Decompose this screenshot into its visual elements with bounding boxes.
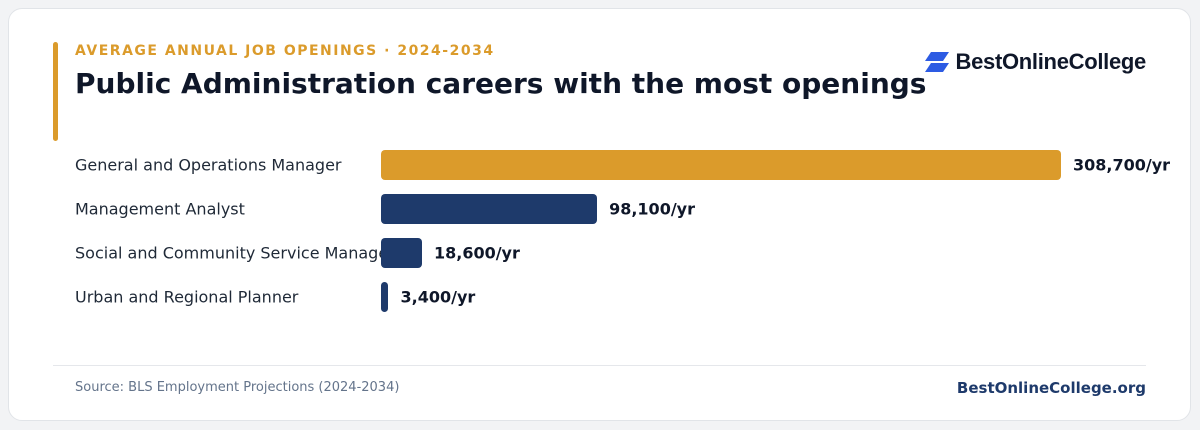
accent-bar	[53, 42, 58, 141]
chart-card: AVERAGE ANNUAL JOB OPENINGS · 2024-2034 …	[8, 8, 1191, 421]
category-label: Social and Community Service Manager	[75, 243, 395, 263]
brand-name: BestOnlineCollege	[955, 49, 1147, 74]
value-label: 3,400/yr	[400, 287, 476, 307]
value-label: 308,700/yr	[1073, 155, 1171, 175]
category-label: Management Analyst	[75, 199, 245, 219]
footer-divider	[53, 365, 1146, 366]
category-label: Urban and Regional Planner	[75, 287, 299, 307]
category-label: General and Operations Manager	[75, 155, 342, 175]
brand-logo-icon	[924, 52, 949, 72]
value-label: 98,100/yr	[609, 199, 695, 219]
bar	[381, 282, 389, 312]
bar	[381, 238, 422, 268]
source-note: Source: BLS Employment Projections (2024…	[75, 380, 400, 395]
site-link[interactable]: BestOnlineCollege.org	[956, 379, 1146, 397]
bar	[381, 150, 1061, 180]
chart-title: Public Administration careers with the m…	[75, 67, 927, 100]
chart-subtitle: AVERAGE ANNUAL JOB OPENINGS · 2024-2034	[75, 43, 495, 59]
brand-logo[interactable]: BestOnlineCollege	[924, 49, 1147, 75]
value-label: 18,600/yr	[433, 243, 520, 263]
bar	[381, 194, 598, 224]
